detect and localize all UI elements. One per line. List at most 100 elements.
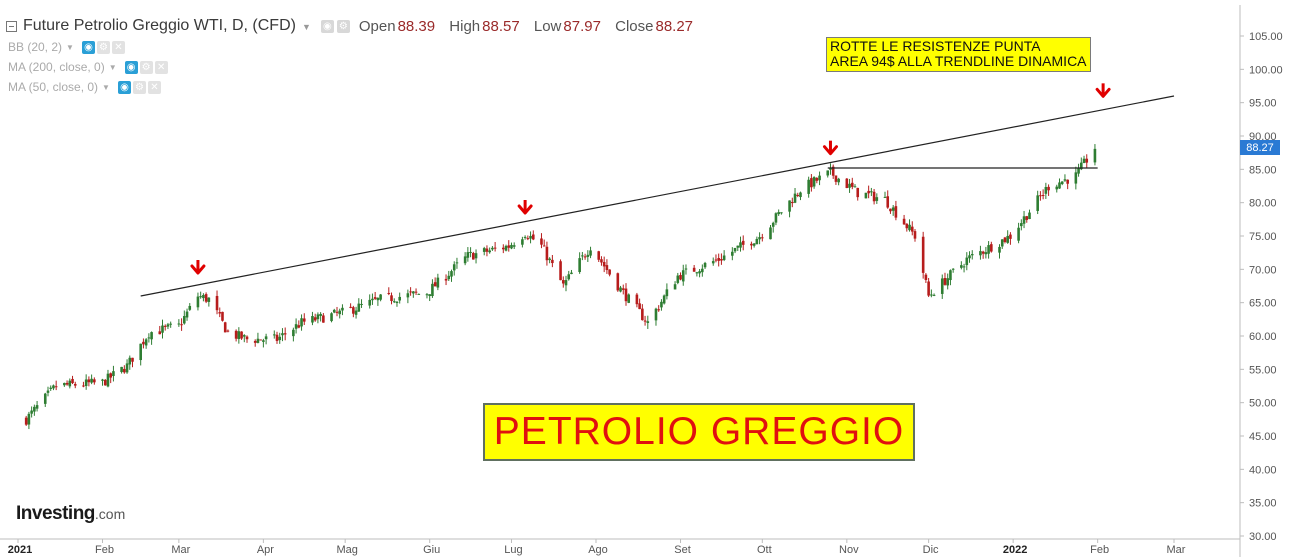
candle-body [354, 310, 358, 315]
candle-body [112, 371, 115, 377]
y-tick-label: 55.00 [1249, 364, 1277, 376]
candle-body [428, 294, 431, 297]
candle-body [987, 245, 990, 254]
candle-body [294, 324, 298, 329]
candle-body [245, 336, 249, 340]
candle-body [510, 244, 513, 249]
x-tick-label: 2022 [1003, 544, 1027, 556]
candle-body [968, 255, 971, 259]
candle-body [199, 296, 202, 298]
candle-body [373, 297, 377, 299]
settings-icon[interactable]: ⚙ [336, 19, 350, 33]
candle-body [755, 238, 759, 245]
candle-body [586, 254, 590, 257]
candle-body [600, 259, 603, 263]
candle-body [872, 191, 876, 202]
candle-body [46, 390, 50, 393]
candle-body [616, 273, 620, 291]
candle-body [810, 178, 813, 188]
candle-body [109, 373, 112, 378]
candle-body [962, 266, 966, 268]
chevron-down-icon[interactable]: ▼ [66, 43, 74, 52]
candle-body [319, 313, 322, 316]
candle-body [946, 278, 950, 286]
y-tick-label: 75.00 [1249, 231, 1277, 243]
candle-body [177, 323, 181, 325]
indicator-ma50[interactable]: MA (50, close, 0) ▼ ◉ ⚙ ✕ [8, 79, 163, 95]
candle-body [447, 275, 451, 280]
candle-body [883, 196, 887, 198]
candle-body [960, 265, 963, 268]
candle-body [30, 410, 33, 414]
candle-body [711, 261, 715, 264]
y-tick-label: 60.00 [1249, 331, 1277, 343]
candle-body [292, 329, 295, 337]
candle-body [237, 331, 241, 340]
gear-icon[interactable]: ⚙ [96, 40, 110, 54]
candle-body [379, 294, 382, 300]
candle-body [848, 183, 851, 188]
candle-body [512, 245, 516, 247]
candle-body [657, 309, 661, 311]
candle-body [256, 338, 260, 343]
candle-body [417, 293, 421, 295]
eye-icon[interactable]: ◉ [117, 80, 131, 94]
candle-body [1036, 195, 1039, 211]
candle-body [398, 296, 401, 301]
x-tick-label: 2021 [8, 544, 32, 556]
close-icon[interactable]: ✕ [154, 60, 168, 74]
candle-body [736, 245, 740, 248]
candle-body [1022, 216, 1026, 224]
candle-body [144, 339, 148, 346]
candle-body [283, 333, 287, 335]
chevron-down-icon[interactable]: ▼ [108, 63, 117, 72]
candle-body [221, 311, 224, 321]
candle-body [531, 234, 535, 240]
close-icon[interactable]: ✕ [147, 80, 161, 94]
candle-body [63, 382, 66, 386]
chevron-down-icon[interactable]: ▼ [301, 22, 311, 32]
candle-body [812, 177, 816, 187]
candle-body [886, 196, 890, 208]
candle-body [807, 179, 810, 194]
candle-body [796, 194, 800, 196]
candle-body [583, 256, 587, 258]
eye-icon[interactable]: ◉ [81, 40, 95, 54]
gear-icon[interactable]: ⚙ [139, 60, 153, 74]
candle-body [444, 278, 448, 281]
y-tick-label: 35.00 [1249, 498, 1277, 510]
candle-body [433, 282, 437, 287]
x-tick-label: Mag [336, 544, 357, 556]
candle-body [949, 270, 952, 281]
collapse-icon[interactable] [6, 20, 17, 32]
candle-body [357, 303, 361, 312]
candle-body [676, 275, 680, 283]
indicator-ma200[interactable]: MA (200, close, 0) ▼ ◉ ⚙ ✕ [8, 59, 170, 75]
indicator-bb[interactable]: BB (20, 2) ▼ ◉ ⚙ ✕ [8, 39, 127, 55]
candle-body [335, 311, 339, 313]
candle-body [998, 246, 1001, 253]
hide-icon[interactable]: ◉ [320, 19, 334, 33]
candle-body [431, 283, 434, 297]
candle-body [316, 314, 320, 320]
chevron-down-icon[interactable]: ▼ [102, 83, 110, 92]
logo-main: Investing [16, 503, 95, 524]
candle-body [1077, 168, 1080, 174]
candle-body [646, 321, 650, 323]
y-tick-label: 100.00 [1249, 64, 1283, 76]
gear-icon[interactable]: ⚙ [132, 80, 146, 94]
dynamic-trendline[interactable] [140, 95, 1175, 297]
candle-body [204, 294, 208, 302]
candle-body [1028, 212, 1031, 220]
eye-icon[interactable]: ◉ [124, 60, 138, 74]
candle-body [24, 417, 28, 425]
candle-body [774, 213, 778, 223]
down-arrow-icon [1095, 83, 1111, 98]
candle-body [1041, 195, 1045, 197]
candle-body [681, 270, 685, 282]
close-icon[interactable]: ✕ [111, 40, 125, 54]
candle-body [870, 191, 873, 193]
candle-body [87, 379, 91, 383]
high-label: High [449, 17, 481, 35]
